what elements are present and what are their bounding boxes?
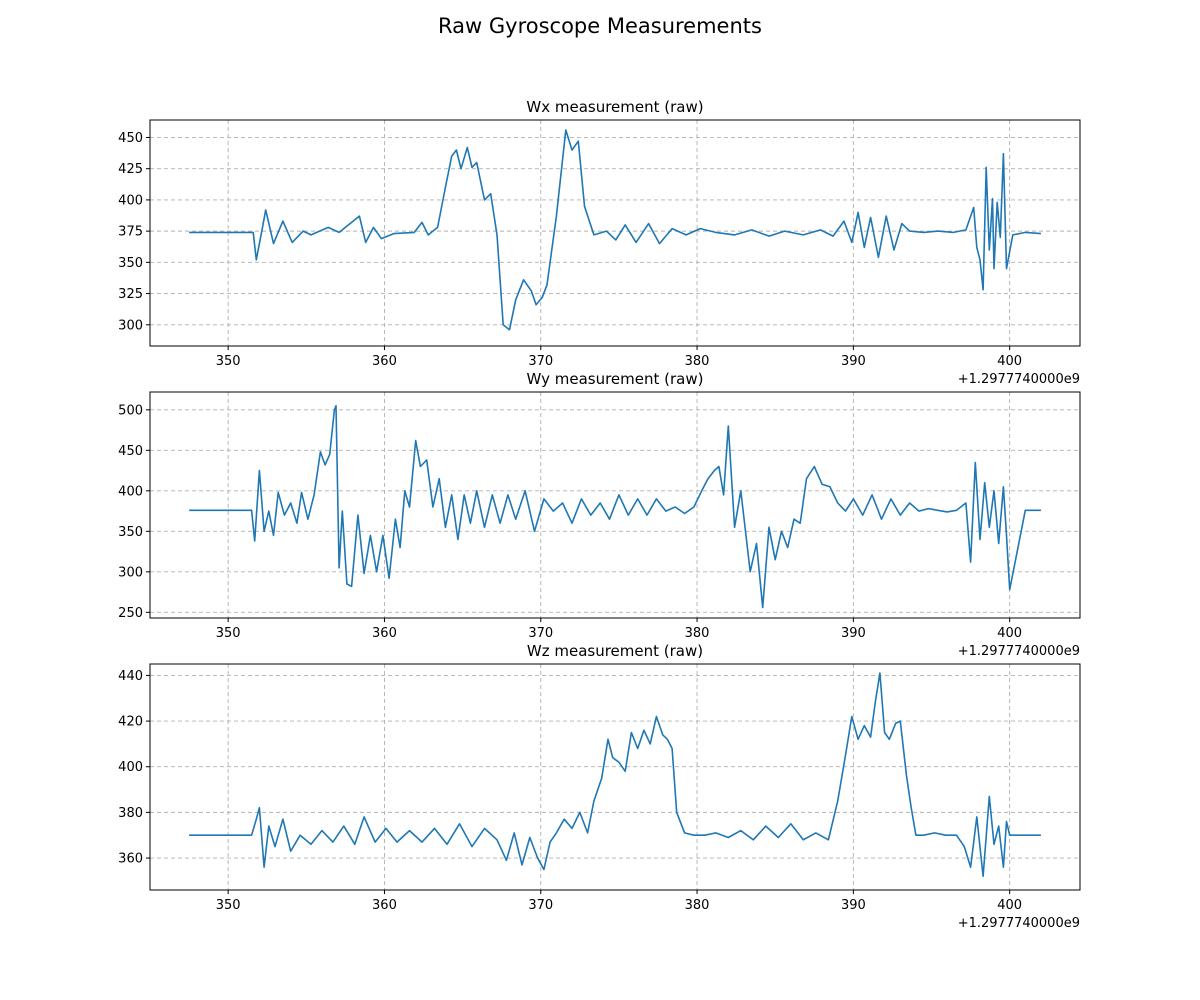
wy-ytick-label: 350 [118, 525, 143, 540]
wz-xtick-label: 370 [528, 898, 553, 913]
wx-ytick-label: 325 [118, 287, 143, 302]
wz-subplot-title: Wz measurement (raw) [527, 642, 703, 660]
wx-ytick-label: 375 [118, 225, 143, 240]
wx-ytick-label: 450 [118, 131, 143, 146]
wx-ytick-label: 300 [118, 318, 143, 333]
wz-ytick-label: 380 [118, 806, 143, 821]
wy-xtick-label: 350 [216, 626, 241, 641]
wx-ytick-label: 400 [118, 193, 143, 208]
wx-ytick-label: 350 [118, 256, 143, 271]
subplot-wz: 350 360 370 380 390 400 360 380 400 420 440 +1.2977… [118, 642, 1081, 931]
wz-x-offset-label: +1.2977740000e9 [958, 916, 1080, 931]
wx-xtick-label: 400 [997, 354, 1022, 369]
wx-x-offset-label: +1.2977740000e9 [958, 372, 1080, 387]
wy-xtick-label: 390 [841, 626, 866, 641]
wy-xtick-label: 400 [997, 626, 1022, 641]
wz-xtick-label: 360 [372, 898, 397, 913]
wy-x-offset-label: +1.2977740000e9 [958, 644, 1080, 659]
wz-xtick-label: 400 [997, 898, 1022, 913]
wy-ytick-label: 250 [118, 606, 143, 621]
wy-series-line [189, 404, 1041, 609]
wx-xtick-label: 380 [685, 354, 710, 369]
wz-ytick-label: 400 [118, 760, 143, 775]
wz-xtick-label: 380 [685, 898, 710, 913]
wx-xtick-label: 360 [372, 354, 397, 369]
figure-title: Raw Gyroscope Measurements [438, 14, 762, 38]
wy-axes-frame [149, 391, 1081, 619]
wy-xtick-label: 380 [685, 626, 710, 641]
wx-axes-frame [149, 119, 1081, 347]
wz-xtick-label: 350 [216, 898, 241, 913]
wx-xtick-label: 350 [216, 354, 241, 369]
wy-xtick-label: 360 [372, 626, 397, 641]
wy-ytick-label: 450 [118, 444, 143, 459]
wx-subplot-title: Wx measurement (raw) [526, 98, 703, 116]
wz-series-line [189, 672, 1041, 878]
wx-xtick-label: 390 [841, 354, 866, 369]
wz-ytick-label: 440 [118, 669, 143, 684]
wz-ytick-label: 420 [118, 715, 143, 730]
wz-ytick-label: 360 [118, 852, 143, 867]
wy-ytick-label: 300 [118, 565, 143, 580]
wx-series-line [189, 129, 1041, 331]
subplot-wy: 350 360 370 380 390 400 250 300 350 400 450 500 +1.2… [118, 370, 1081, 659]
wx-xtick-label: 370 [528, 354, 553, 369]
wy-subplot-title: Wy measurement (raw) [527, 370, 704, 388]
wy-ytick-label: 500 [118, 403, 143, 418]
wx-ytick-label: 425 [118, 162, 143, 177]
wz-xtick-label: 390 [841, 898, 866, 913]
wy-ytick-label: 400 [118, 484, 143, 499]
subplot-wx: 350 360 370 380 390 400 300 325 350 375 400 425 450 +… [118, 98, 1081, 387]
wz-axes-frame [149, 663, 1081, 891]
wy-xtick-label: 370 [528, 626, 553, 641]
